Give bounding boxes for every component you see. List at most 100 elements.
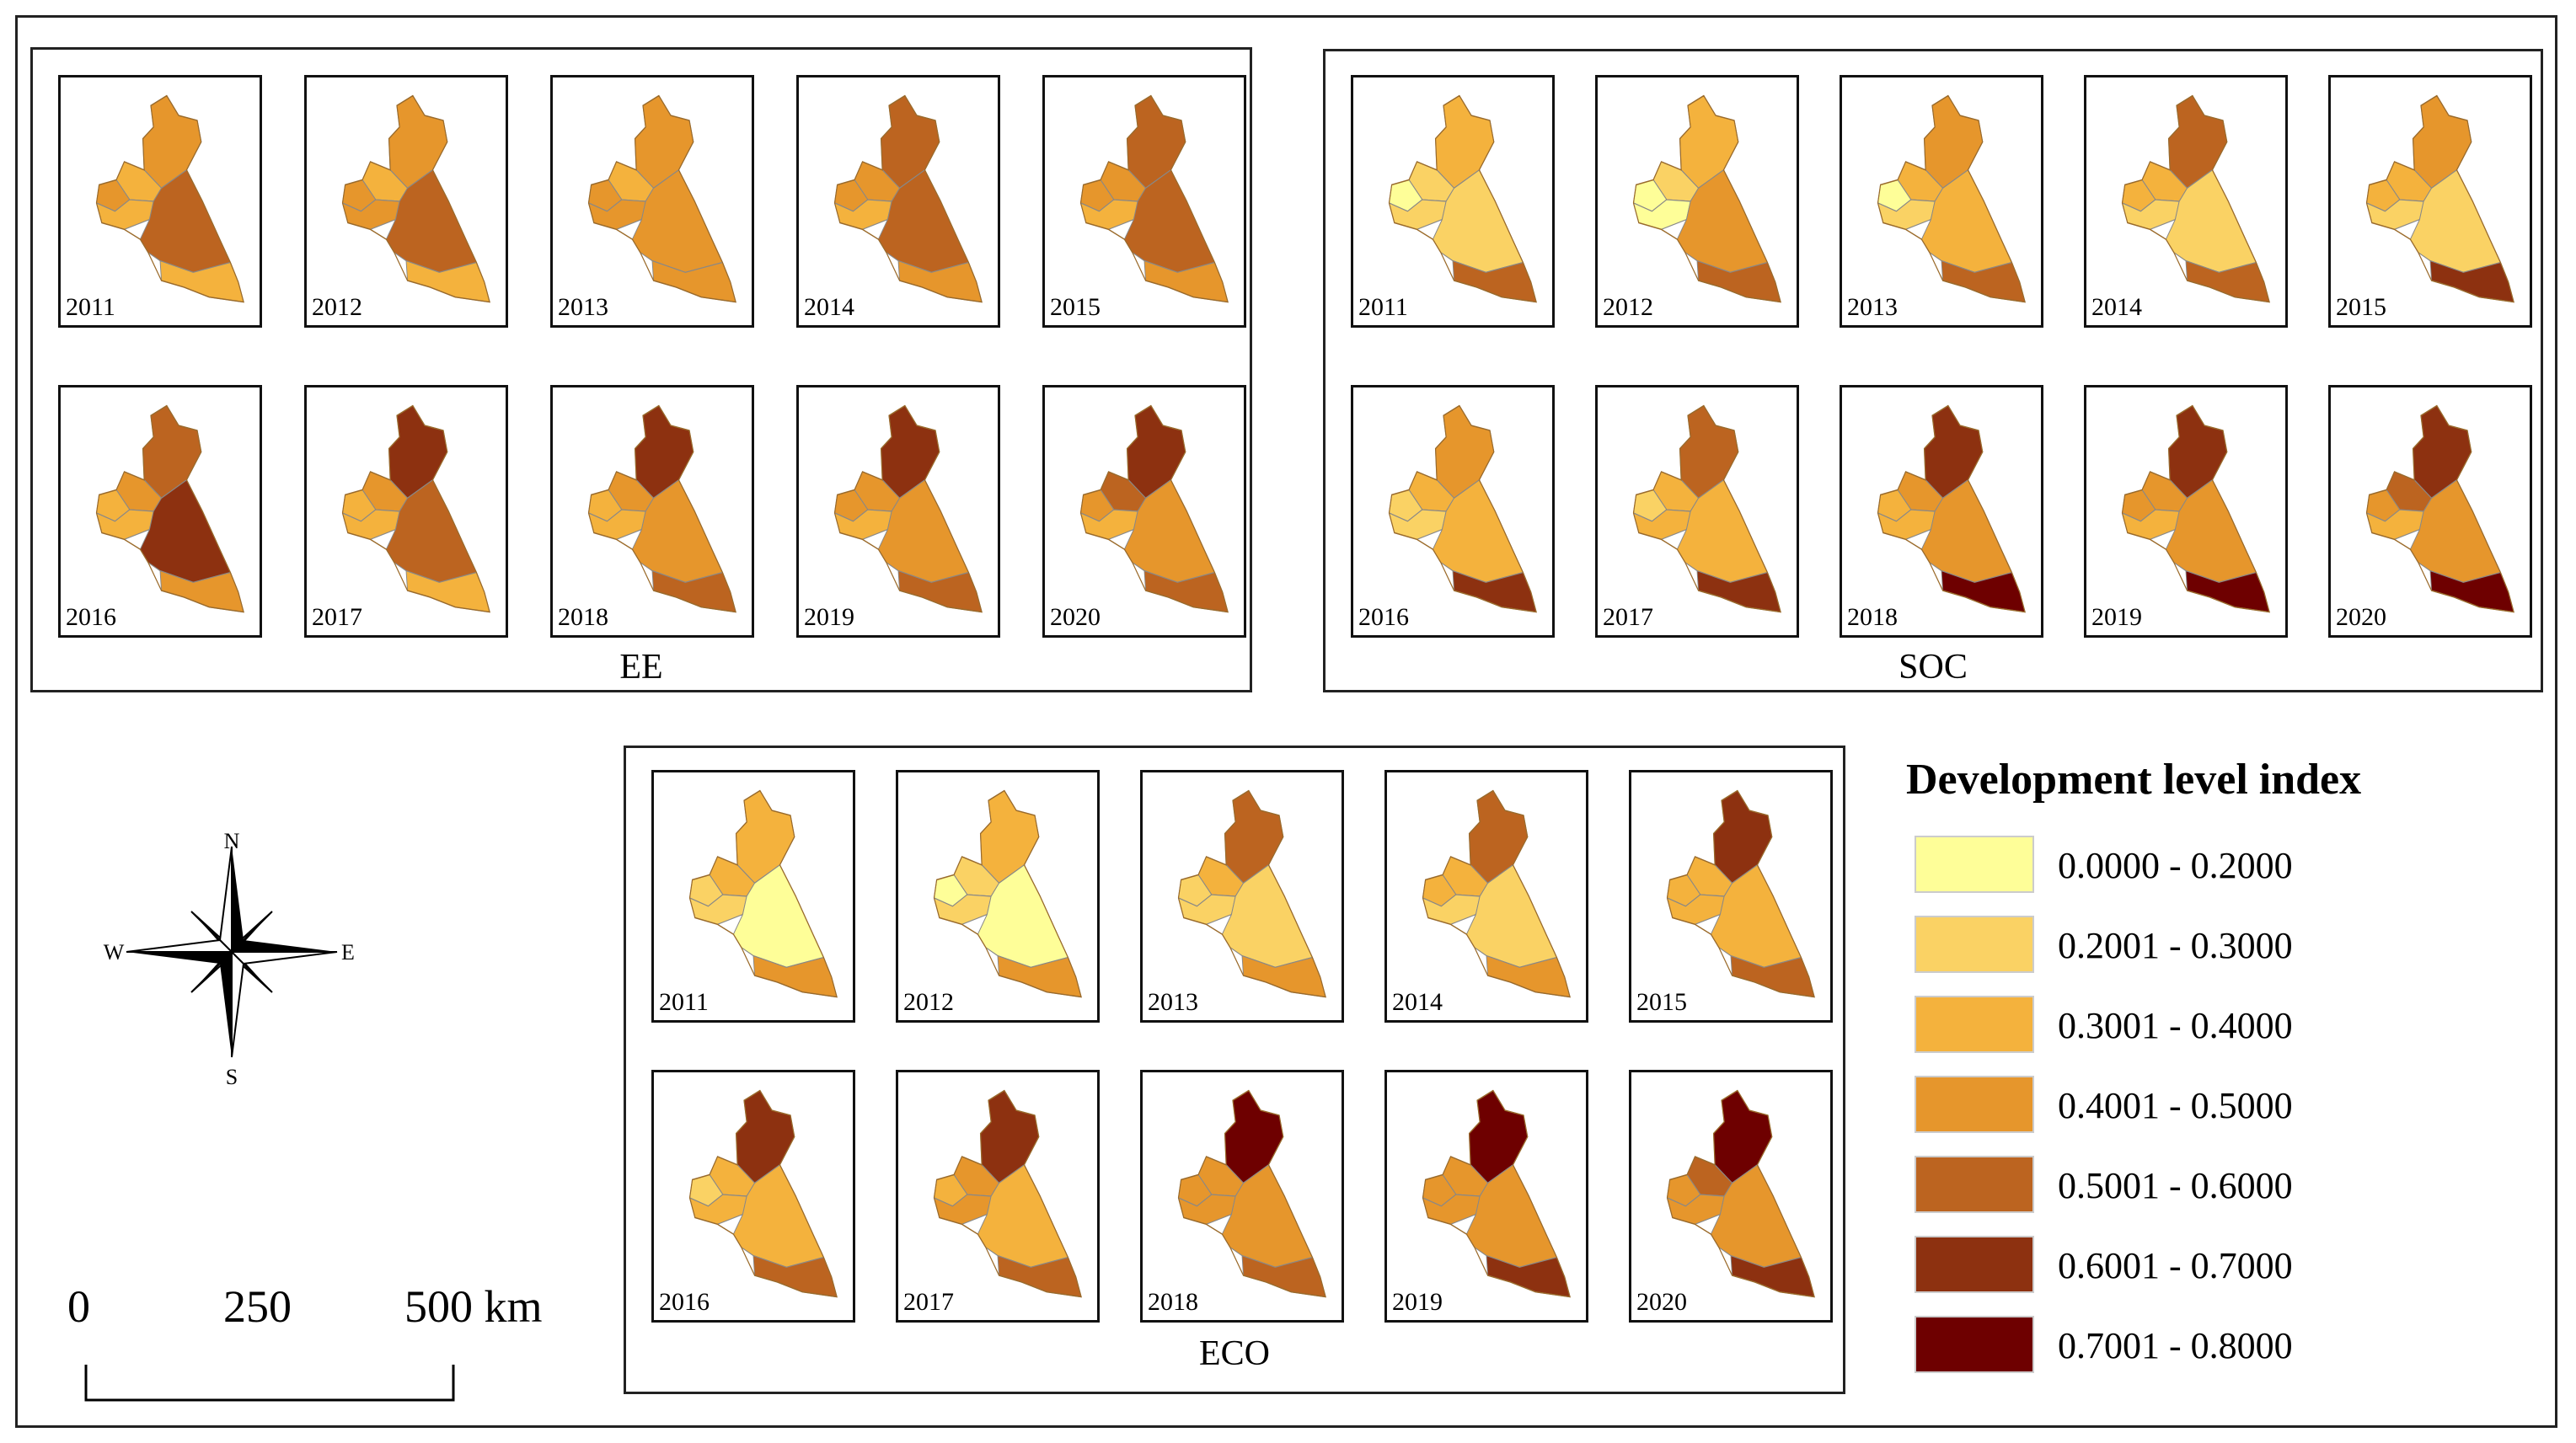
map-year-label: 2018 <box>558 603 608 631</box>
map-year-label: 2014 <box>2091 293 2142 321</box>
scale-tick-500: 500 km <box>404 1281 543 1332</box>
region-map <box>2121 94 2270 303</box>
region-map <box>1632 404 1781 613</box>
eco-map-2016: 2016 <box>651 1070 855 1323</box>
eco-map-2020: 2020 <box>1629 1070 1833 1323</box>
ee-panel: EE 2011 2012 2013 2014 2015 2016 2017 2018 2019 2… <box>30 47 1252 692</box>
region-outline <box>688 789 838 998</box>
compass-rose-icon: N S E W <box>104 829 355 1089</box>
region-outline <box>1177 789 1326 998</box>
ee-map-2019: 2019 <box>796 385 1000 638</box>
region-outline <box>95 94 244 303</box>
legend-label: 0.7001 - 0.8000 <box>2058 1325 2293 1366</box>
region-map <box>587 94 736 303</box>
eco-panel-label: ECO <box>1199 1334 1270 1373</box>
legend-label: 0.0000 - 0.2000 <box>2058 845 2293 886</box>
region-map <box>1079 94 1229 303</box>
scale-line <box>84 1365 455 1402</box>
ee-map-2020: 2020 <box>1042 385 1246 638</box>
region-map <box>1177 1089 1326 1298</box>
compass-east-label: E <box>341 940 355 965</box>
region-outline <box>341 404 490 613</box>
map-year-label: 2020 <box>1636 1288 1687 1316</box>
legend-label: 0.5001 - 0.6000 <box>2058 1165 2293 1206</box>
ee-map-2018: 2018 <box>550 385 754 638</box>
region-outline <box>2121 404 2270 613</box>
map-year-label: 2013 <box>1847 293 1898 321</box>
soc-panel-label: SOC <box>1899 648 1968 687</box>
eco-map-2015: 2015 <box>1629 770 1833 1023</box>
map-year-label: 2013 <box>558 293 608 321</box>
map-year-label: 2016 <box>1358 603 1409 631</box>
region-map <box>933 1089 1082 1298</box>
eco-map-2018: 2018 <box>1140 1070 1344 1323</box>
eco-map-2019: 2019 <box>1384 1070 1588 1323</box>
map-year-label: 2017 <box>312 603 362 631</box>
region-outline <box>1632 404 1781 613</box>
legend-swatch <box>1915 1156 2034 1213</box>
region-outline <box>1632 94 1781 303</box>
region-map <box>1632 94 1781 303</box>
region-map <box>1877 404 2026 613</box>
map-year-label: 2020 <box>2336 603 2386 631</box>
region-outline <box>1666 789 1815 998</box>
map-year-label: 2017 <box>1603 603 1653 631</box>
legend: Development level index 0.0000 - 0.2000 … <box>1906 755 2547 1395</box>
soc-map-2018: 2018 <box>1840 385 2043 638</box>
ee-map-2012: 2012 <box>304 75 508 328</box>
legend-swatch <box>1915 916 2034 973</box>
region-map <box>1388 404 1537 613</box>
compass-north-label: N <box>224 830 240 853</box>
eco-map-2017: 2017 <box>896 1070 1100 1323</box>
eco-map-2014: 2014 <box>1384 770 1588 1023</box>
map-year-label: 2013 <box>1148 988 1198 1016</box>
map-year-label: 2019 <box>1392 1288 1443 1316</box>
map-year-label: 2016 <box>66 603 116 631</box>
map-year-label: 2019 <box>804 603 854 631</box>
legend-swatch <box>1915 1076 2034 1133</box>
region-outline <box>1877 404 2026 613</box>
map-year-label: 2012 <box>1603 293 1653 321</box>
ee-map-2017: 2017 <box>304 385 508 638</box>
compass-west-label: W <box>104 940 125 965</box>
region-outline <box>341 94 490 303</box>
soc-map-2014: 2014 <box>2084 75 2288 328</box>
map-year-label: 2014 <box>804 293 854 321</box>
legend-swatch <box>1915 836 2034 893</box>
region-outline <box>1666 1089 1815 1298</box>
region-map <box>95 404 244 613</box>
map-year-label: 2012 <box>312 293 362 321</box>
region-outline <box>1388 94 1537 303</box>
region-map <box>688 789 838 998</box>
region-outline <box>1079 94 1229 303</box>
ee-map-2016: 2016 <box>58 385 262 638</box>
ee-map-2014: 2014 <box>796 75 1000 328</box>
legend-label: 0.3001 - 0.4000 <box>2058 1005 2293 1046</box>
region-outline <box>933 1089 1082 1298</box>
region-outline <box>2365 404 2514 613</box>
legend-swatch <box>1915 1316 2034 1373</box>
region-outline <box>587 94 736 303</box>
map-year-label: 2019 <box>2091 603 2142 631</box>
ee-map-2011: 2011 <box>58 75 262 328</box>
map-year-label: 2018 <box>1847 603 1898 631</box>
map-year-label: 2015 <box>1636 988 1687 1016</box>
region-map <box>1422 789 1571 998</box>
region-outline <box>587 404 736 613</box>
region-outline <box>833 94 983 303</box>
map-year-label: 2020 <box>1050 603 1101 631</box>
region-outline <box>833 404 983 613</box>
map-year-label: 2011 <box>66 293 115 321</box>
region-map <box>1422 1089 1571 1298</box>
ee-panel-label: EE <box>619 648 663 687</box>
region-outline <box>2365 94 2514 303</box>
soc-map-2011: 2011 <box>1351 75 1555 328</box>
region-map <box>341 94 490 303</box>
scale-bar: 0 250 500 km <box>59 1280 598 1402</box>
map-year-label: 2018 <box>1148 1288 1198 1316</box>
legend-label: 0.6001 - 0.7000 <box>2058 1245 2293 1286</box>
soc-map-2015: 2015 <box>2328 75 2532 328</box>
eco-panel: ECO 2011 2012 2013 2014 2015 2016 2017 2018 2019… <box>624 746 1845 1394</box>
soc-map-2017: 2017 <box>1595 385 1799 638</box>
region-outline <box>1388 404 1537 613</box>
